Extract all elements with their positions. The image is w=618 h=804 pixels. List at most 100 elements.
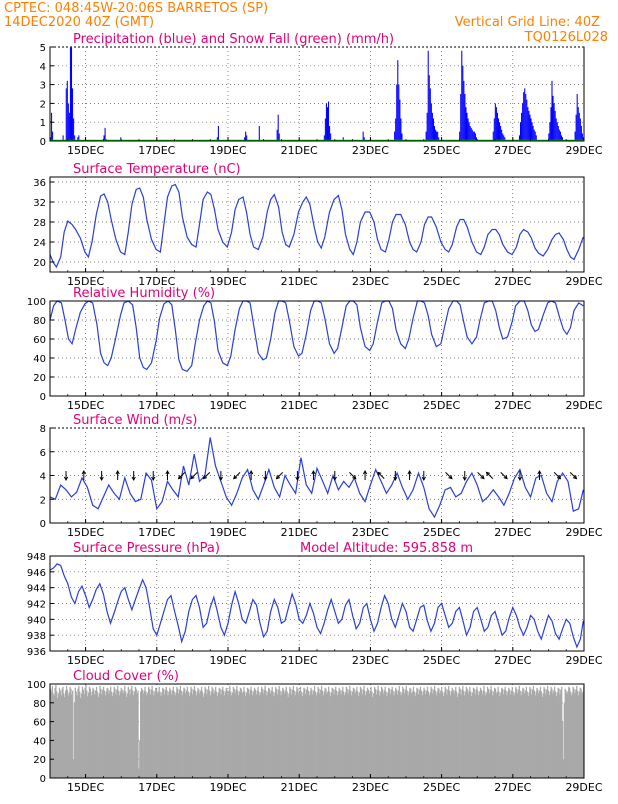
y-tick-label: 60: [33, 335, 46, 346]
cloud-bar: [507, 691, 509, 778]
cloud-bar: [160, 696, 162, 778]
cloud-bar: [406, 690, 408, 778]
cloud-bar: [283, 693, 286, 778]
cloud-bar: [85, 684, 87, 778]
wind-arrow-head: [202, 475, 207, 480]
cloud-bar: [512, 691, 514, 778]
cloud-bar: [92, 687, 94, 778]
cloud-bar: [524, 690, 527, 778]
cloud-bar: [433, 689, 435, 778]
cloud-bar: [582, 691, 584, 778]
cloud-bar: [354, 693, 356, 778]
cloud-bar: [505, 690, 507, 778]
cloud-bar: [153, 695, 155, 778]
x-tick-label: 23DEC: [352, 144, 389, 157]
x-tick-label: 19DEC: [209, 275, 246, 288]
cloud-bar: [200, 686, 203, 778]
wind-arrow-head: [218, 476, 223, 482]
cloud-bar: [473, 688, 475, 778]
cloud-bar: [513, 695, 515, 778]
cloud-bar: [188, 696, 190, 778]
wind-arrow-head: [362, 469, 368, 475]
cloud-bar: [166, 690, 168, 778]
y-tick-label: 100: [27, 297, 46, 308]
precip-bar: [470, 127, 472, 141]
cloud-bar: [83, 694, 85, 778]
cloud-bar: [296, 686, 298, 778]
cloud-bar: [150, 689, 152, 778]
cloud-bar: [538, 690, 541, 778]
cloud-bar: [491, 690, 493, 778]
wind-arrow: [486, 471, 494, 480]
cloud-bar: [493, 687, 496, 778]
precip-bar: [561, 137, 564, 141]
cloud-bar: [102, 689, 104, 778]
cloud-bar: [352, 687, 355, 778]
x-tick-label: 19DEC: [209, 781, 246, 794]
cloud-bar: [278, 685, 280, 778]
cloud-bar: [179, 685, 182, 778]
cloud-bar: [232, 686, 234, 778]
y-tick-label: 948: [27, 552, 46, 563]
cloud-bar: [201, 691, 204, 778]
cloud-bar: [51, 685, 54, 778]
precip-bar: [427, 50, 429, 142]
precip-bar: [362, 131, 364, 141]
cloud-bar: [204, 686, 206, 778]
precip-bar: [575, 114, 577, 141]
precip-bar: [70, 47, 73, 141]
x-tick-label: 19DEC: [209, 144, 246, 157]
cloud-bar: [171, 690, 174, 778]
cloud-bar: [534, 695, 536, 778]
cloud-bar: [238, 695, 240, 778]
cloud-bar: [454, 690, 456, 778]
cloud-bar: [162, 688, 165, 778]
cloud-bar: [141, 689, 144, 778]
cloud-bar: [560, 689, 562, 778]
cloud-bar: [419, 686, 422, 778]
cloud-bar: [376, 689, 378, 778]
cloud-bar: [169, 687, 171, 778]
cloud-bar: [323, 691, 325, 778]
wind-arrow-head: [556, 475, 562, 480]
cloud-bar: [102, 686, 105, 778]
precip-bar: [550, 107, 552, 141]
precip-bar: [326, 107, 329, 141]
precip-bar: [496, 112, 498, 141]
cloud-bar: [115, 694, 117, 778]
panel-5: 15DEC 17DEC 19DEC 21DEC 23DEC 25DEC 27DEC 29DEC…: [27, 669, 603, 794]
cloud-bar: [375, 694, 377, 778]
x-tick-label: 27DEC: [494, 526, 531, 539]
cloud-bar: [305, 694, 307, 778]
y-tick-label: 20: [33, 373, 46, 384]
cloud-bar: [303, 687, 305, 778]
x-tick-label: 15DEC: [67, 275, 104, 288]
cloud-bar: [290, 694, 293, 778]
cloud-bar: [254, 689, 257, 778]
y-tick-label: 8: [40, 424, 46, 435]
cloud-bar: [556, 692, 558, 778]
precip-bar: [501, 129, 503, 141]
x-tick-label: 25DEC: [423, 399, 460, 412]
cloud-bar: [337, 691, 340, 778]
panel-0: 15DEC 17DEC 19DEC 21DEC 23DEC 25DEC 27DEC 29DEC…: [40, 32, 603, 157]
precip-bar: [246, 135, 248, 141]
cloud-bar: [265, 690, 267, 778]
precip-bar: [69, 47, 71, 141]
cloud-bar: [227, 694, 229, 778]
precip-bar: [551, 80, 553, 141]
cloud-bar: [372, 697, 374, 778]
cloud-bar: [333, 694, 335, 778]
cloud-bar: [248, 694, 250, 778]
cloud-bar: [461, 689, 463, 778]
cloud-bar: [65, 690, 67, 778]
cloud-bar: [561, 721, 564, 778]
cloud-bar: [404, 689, 407, 778]
cloud-bar: [531, 689, 534, 778]
precip-bar: [394, 131, 396, 141]
x-tick-label: 17DEC: [138, 275, 175, 288]
cloud-bar: [309, 691, 311, 778]
cloud-bar: [548, 695, 550, 778]
precip-bar: [437, 131, 439, 141]
precip-bar: [533, 129, 535, 141]
